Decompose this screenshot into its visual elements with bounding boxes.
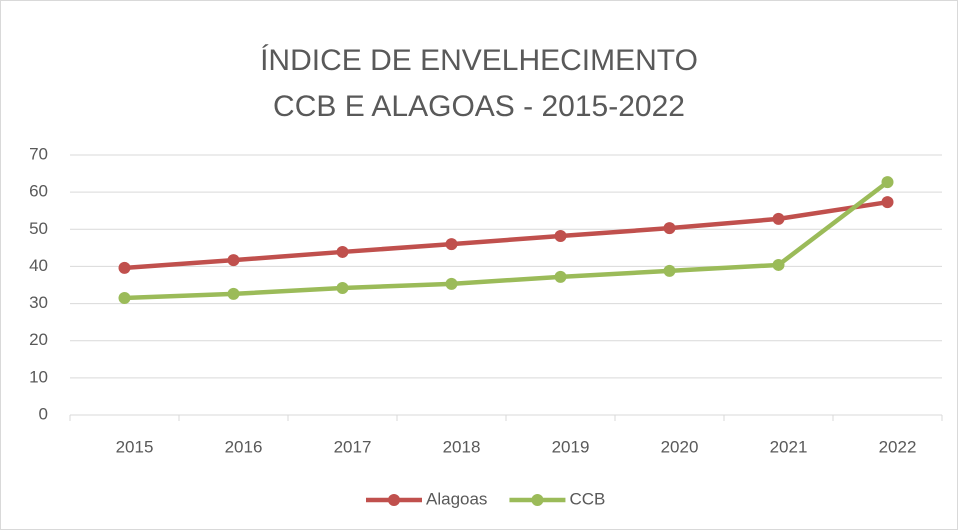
data-point	[336, 281, 349, 294]
x-tick-label: 2015	[116, 437, 154, 456]
y-tick-label: 70	[29, 144, 48, 163]
data-point	[881, 196, 894, 209]
y-tick-label: 10	[29, 367, 48, 386]
legend-label: CCB	[569, 489, 605, 508]
x-tick-label: 2016	[225, 437, 263, 456]
chart-title: ÍNDICE DE ENVELHECIMENTO CCB E ALAGOAS -…	[260, 44, 698, 123]
legend-label: Alagoas	[426, 489, 487, 508]
x-tick-label: 2017	[334, 437, 372, 456]
data-point	[445, 238, 458, 251]
data-point	[227, 254, 240, 267]
data-point	[663, 264, 676, 277]
y-tick-label: 0	[39, 404, 48, 423]
data-point	[445, 277, 458, 290]
legend-marker	[531, 494, 544, 506]
x-tick-label: 2018	[443, 437, 481, 456]
data-point	[118, 292, 131, 304]
data-point	[881, 176, 894, 189]
data-point	[772, 212, 785, 225]
data-point	[772, 258, 785, 271]
data-point	[663, 222, 676, 235]
data-point	[118, 261, 131, 274]
data-point	[227, 287, 240, 300]
y-tick-label: 30	[29, 293, 48, 312]
x-tick-label: 2021	[770, 437, 808, 456]
y-tick-label: 40	[29, 256, 48, 275]
data-point	[554, 270, 567, 283]
series-line	[124, 180, 889, 301]
x-tick-label: 2019	[552, 437, 590, 456]
x-tick-label: 2020	[661, 437, 699, 456]
legend-marker	[388, 494, 400, 506]
y-tick-label: 20	[29, 330, 48, 349]
y-tick-label: 50	[29, 219, 48, 238]
data-point	[336, 245, 349, 258]
y-tick-label: 60	[29, 182, 48, 201]
x-tick-label: 2022	[879, 437, 917, 456]
series-line	[124, 199, 888, 271]
data-point	[554, 229, 567, 242]
